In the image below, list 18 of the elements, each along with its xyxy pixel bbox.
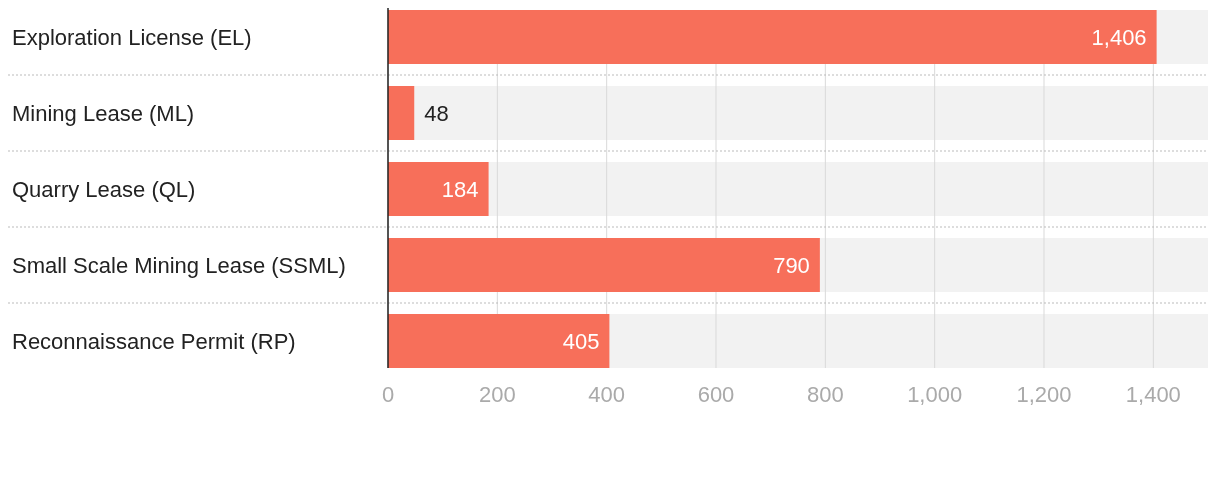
data-label: 48 — [424, 100, 449, 126]
x-tick-label: 0 — [381, 381, 395, 407]
x-tick-label: 600 — [697, 381, 735, 407]
y-tick-label: Quarry Lease (QL) — [12, 176, 196, 202]
x-tick-label: 1,400 — [1125, 381, 1181, 407]
data-label: 184 — [441, 176, 479, 202]
x-tick-label: 200 — [478, 381, 516, 407]
y-tick-label: Exploration License (EL) — [12, 24, 252, 50]
x-tick-label: 1,200 — [1016, 381, 1072, 407]
x-tick-label: 800 — [806, 381, 844, 407]
x-tick-label: 1,000 — [907, 381, 963, 407]
y-tick-label: Mining Lease (ML) — [12, 100, 195, 126]
y-tick-label: Small Scale Mining Lease (SSML) — [12, 252, 346, 278]
y-tick-label: Reconnaissance Permit (RP) — [12, 328, 296, 354]
data-label: 790 — [773, 252, 810, 278]
x-tick-label: 400 — [588, 381, 626, 407]
data-label: 405 — [562, 328, 600, 354]
data-label: 1,406 — [1091, 24, 1147, 50]
